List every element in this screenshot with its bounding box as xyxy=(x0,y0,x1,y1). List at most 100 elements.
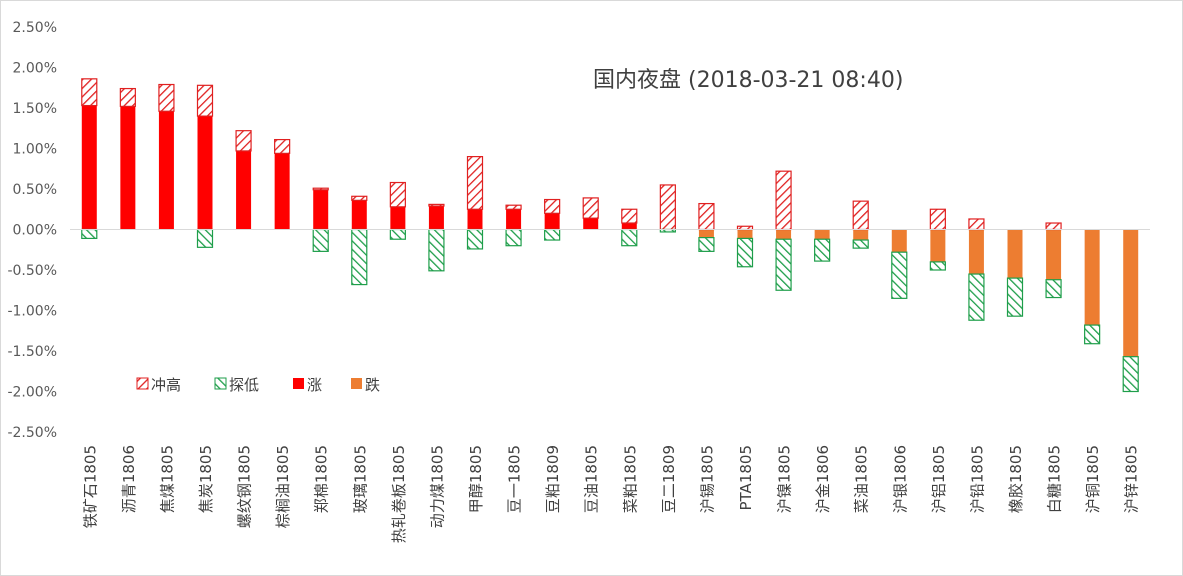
bar-fall xyxy=(1123,229,1139,357)
bar-low xyxy=(891,251,908,299)
bar-rise xyxy=(120,106,136,230)
bar-rise xyxy=(621,223,637,230)
x-tick-label: 玻璃1805 xyxy=(351,445,369,513)
x-tick-label: 焦炭1805 xyxy=(197,445,215,513)
bar-high xyxy=(621,208,638,224)
chart-title: 国内夜盘 (2018-03-21 08:40) xyxy=(593,68,903,93)
bar-rise xyxy=(236,150,252,230)
bar-high xyxy=(81,78,98,107)
bar-high xyxy=(775,170,792,231)
bar-high xyxy=(659,184,676,231)
bar-high xyxy=(235,130,252,152)
bar-low xyxy=(698,237,715,252)
bar-low xyxy=(621,228,638,247)
bar-low xyxy=(312,228,329,252)
bar-high xyxy=(505,204,522,210)
bar-fall xyxy=(698,229,714,238)
bars-layer xyxy=(81,78,1139,393)
x-tick-label: 橡胶1805 xyxy=(1007,445,1025,513)
x-tick-label: 沪铜1805 xyxy=(1084,445,1102,513)
x-axis-labels: 铁矿石1805 沥青1806 焦煤1805 焦炭1805 螺纹钢1805 棕榈油1805 郑… xyxy=(81,445,1140,543)
bar-low xyxy=(1006,277,1024,317)
x-tick-label: 豆一1805 xyxy=(506,445,524,513)
bar-low xyxy=(968,273,985,321)
x-tick-label: 菜粕1805 xyxy=(621,445,639,513)
y-tick-label: 1.50% xyxy=(13,101,57,117)
bar-fall xyxy=(1046,229,1062,280)
legend-swatch xyxy=(136,377,149,390)
bar-fall xyxy=(776,229,792,240)
y-tick-label: 0.50% xyxy=(13,182,57,198)
bar-low xyxy=(929,261,946,271)
bar-rise xyxy=(583,218,599,230)
legend-label: 冲高 xyxy=(151,376,181,394)
bar-rise xyxy=(390,206,406,230)
bar-rise xyxy=(81,105,97,230)
legend-swatch xyxy=(214,377,227,390)
bar-low xyxy=(389,228,406,240)
bar-high xyxy=(351,195,368,201)
bar-high xyxy=(312,187,329,191)
bar-high xyxy=(929,208,946,231)
legend: 冲高 探低 涨 跌 xyxy=(136,376,380,394)
x-tick-label: 铁矿石1805 xyxy=(81,445,99,528)
bar-low xyxy=(505,228,522,247)
x-tick-label: 动力煤1805 xyxy=(428,445,446,528)
bar-low xyxy=(544,228,561,241)
x-tick-label: 棕榈油1805 xyxy=(274,445,292,528)
y-tick-label: 2.00% xyxy=(13,61,57,77)
bar-high xyxy=(274,138,291,154)
bar-rise xyxy=(158,111,174,230)
x-tick-label: 豆粕1809 xyxy=(544,445,562,513)
bar-high xyxy=(698,202,715,231)
bar-high xyxy=(119,87,136,107)
bar-high xyxy=(158,83,175,112)
bar-high xyxy=(582,197,599,219)
x-tick-label: 沥青1806 xyxy=(120,445,138,513)
x-tick-label: 焦煤1805 xyxy=(158,445,176,513)
bar-fall xyxy=(968,229,984,275)
x-tick-label: 沪锌1805 xyxy=(1123,445,1141,513)
x-tick-label: 螺纹钢1805 xyxy=(236,445,254,528)
bar-rise xyxy=(428,206,444,230)
bar-rise xyxy=(467,209,483,230)
x-tick-label: 沪镍1805 xyxy=(776,445,794,513)
legend-swatch xyxy=(351,378,362,389)
bar-low xyxy=(775,238,792,291)
bar-high xyxy=(968,218,985,231)
x-tick-label: PTA1805 xyxy=(737,445,755,510)
y-tick-label: -2.00% xyxy=(7,385,57,401)
y-tick-label: -1.50% xyxy=(7,344,57,360)
bar-low xyxy=(1084,324,1101,345)
x-tick-label: 郑棉1805 xyxy=(313,445,331,513)
y-tick-label: 1.00% xyxy=(13,142,57,158)
x-tick-label: 沪金1806 xyxy=(814,445,832,513)
x-tick-label: 沪铅1805 xyxy=(968,445,986,513)
bar-low xyxy=(428,228,445,272)
bar-fall xyxy=(930,229,946,262)
bar-rise xyxy=(313,189,329,230)
legend-label: 涨 xyxy=(307,376,322,394)
bar-rise xyxy=(544,213,560,230)
bar-rise xyxy=(351,200,367,230)
bar-high xyxy=(852,200,869,231)
x-tick-label: 沪锡1805 xyxy=(698,445,716,513)
x-tick-label: 沪银1806 xyxy=(891,445,909,513)
bar-high xyxy=(466,156,484,210)
bar-low xyxy=(814,238,831,262)
bar-low xyxy=(1122,356,1139,393)
legend-label: 探低 xyxy=(229,376,259,394)
bar-low xyxy=(466,228,484,250)
bar-fall xyxy=(1007,229,1023,279)
bar-low xyxy=(196,228,214,248)
bar-low xyxy=(852,239,869,249)
bar-rise xyxy=(197,116,213,230)
bar-low xyxy=(1045,279,1062,299)
x-tick-label: 甲醇1805 xyxy=(467,445,485,513)
x-tick-label: 豆油1805 xyxy=(583,445,601,513)
x-tick-label: 沪铝1805 xyxy=(930,445,948,513)
bar-low xyxy=(736,237,754,268)
bar-fall xyxy=(1084,229,1100,326)
